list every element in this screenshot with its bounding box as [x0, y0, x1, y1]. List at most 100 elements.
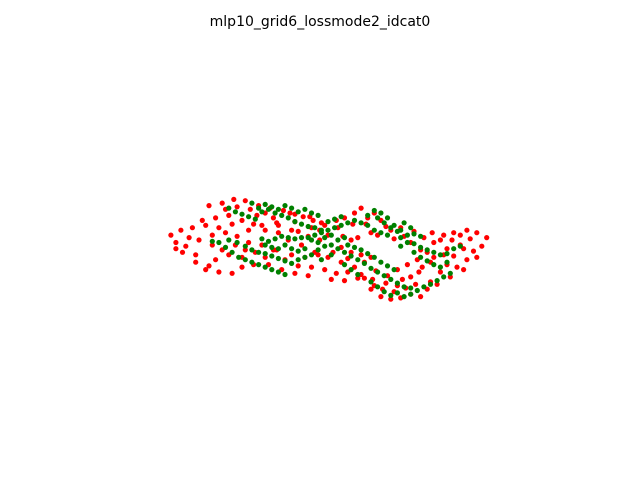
data-point: [270, 215, 276, 221]
data-point: [275, 230, 281, 236]
data-point: [315, 252, 321, 258]
data-point: [427, 281, 434, 287]
data-point: [285, 235, 291, 241]
data-point: [282, 203, 288, 209]
series-0: [168, 196, 490, 302]
data-point: [394, 280, 400, 286]
data-point: [251, 221, 257, 227]
data-point: [295, 248, 301, 254]
data-point: [444, 259, 450, 265]
data-point: [179, 249, 186, 255]
data-point: [429, 230, 435, 236]
data-point: [168, 232, 174, 238]
data-point: [332, 225, 338, 231]
data-point: [401, 220, 407, 226]
data-point: [262, 227, 268, 233]
data-point: [464, 257, 470, 263]
data-point: [358, 247, 364, 253]
data-point: [351, 217, 358, 223]
data-point: [231, 196, 237, 202]
data-point: [315, 212, 321, 218]
data-point: [256, 249, 262, 255]
data-point: [322, 243, 328, 249]
data-point: [444, 246, 450, 252]
data-point: [282, 258, 288, 264]
data-point: [305, 223, 311, 230]
data-point: [454, 264, 460, 270]
data-point: [196, 237, 202, 243]
data-point: [368, 279, 374, 285]
data-point: [431, 239, 437, 246]
data-point: [391, 236, 397, 242]
data-point: [279, 233, 285, 239]
data-point: [252, 216, 258, 222]
data-point: [398, 227, 404, 233]
data-point: [351, 244, 358, 250]
data-point: [418, 244, 424, 250]
data-point: [246, 239, 252, 246]
data-point: [292, 219, 298, 225]
data-point: [183, 243, 189, 249]
data-point: [285, 215, 291, 221]
data-point: [275, 222, 281, 228]
data-point: [375, 215, 381, 221]
data-point: [418, 294, 424, 300]
data-point: [234, 233, 240, 239]
data-point: [242, 243, 248, 249]
data-point: [447, 274, 453, 280]
data-point: [249, 247, 255, 253]
data-point: [408, 274, 414, 280]
data-point: [213, 215, 219, 221]
data-point: [404, 262, 410, 268]
data-point: [280, 207, 286, 214]
data-point: [398, 243, 404, 249]
data-point: [265, 238, 272, 244]
data-point: [300, 214, 306, 220]
data-point: [242, 198, 248, 204]
data-point: [308, 252, 315, 258]
data-point: [295, 263, 301, 269]
data-point: [441, 274, 447, 280]
data-point: [249, 200, 255, 206]
data-point: [457, 243, 463, 249]
data-point: [242, 257, 248, 263]
data-point: [219, 200, 225, 206]
data-point: [375, 284, 381, 290]
data-point: [381, 273, 387, 279]
data-point: [411, 231, 417, 237]
data-point: [431, 262, 437, 268]
data-point: [345, 220, 351, 226]
data-point: [302, 254, 308, 260]
data-point: [365, 222, 371, 228]
data-point: [259, 222, 265, 228]
data-point: [399, 276, 405, 282]
data-point: [234, 239, 240, 246]
data-point: [325, 227, 331, 233]
data-point: [404, 232, 410, 238]
data-point: [411, 241, 417, 247]
data-point: [216, 269, 222, 275]
data-point: [193, 252, 199, 258]
data-point: [437, 237, 443, 243]
data-point: [222, 230, 229, 236]
data-point: [474, 254, 480, 260]
data-point: [279, 212, 285, 218]
data-point: [173, 239, 179, 246]
data-point: [256, 262, 262, 268]
data-point: [226, 205, 232, 211]
data-point: [206, 263, 212, 269]
data-point: [216, 239, 222, 246]
data-point: [308, 264, 315, 270]
data-point: [269, 267, 275, 273]
data-point: [451, 246, 457, 252]
data-point: [351, 210, 358, 216]
data-point: [371, 254, 377, 260]
data-point: [341, 235, 348, 241]
data-point: [338, 222, 344, 228]
data-point: [222, 244, 229, 250]
data-point: [424, 258, 430, 264]
data-point: [431, 249, 437, 255]
data-point: [282, 271, 288, 278]
data-point: [421, 284, 427, 290]
